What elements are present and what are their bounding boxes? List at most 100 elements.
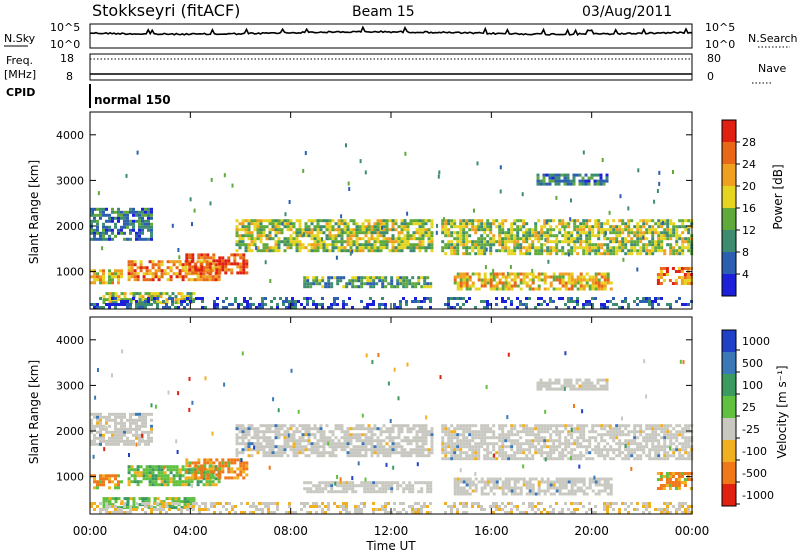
heatmap-cell bbox=[498, 222, 502, 226]
heatmap-cell bbox=[648, 297, 651, 300]
heatmap-cell bbox=[342, 303, 345, 306]
heatmap-cell bbox=[468, 430, 472, 434]
heatmap-cell bbox=[543, 489, 547, 493]
heatmap-cell bbox=[624, 237, 628, 241]
heatmap-cell bbox=[606, 300, 609, 303]
heatmap-cell bbox=[465, 231, 469, 235]
heatmap-cell bbox=[567, 231, 571, 235]
heatmap-cell bbox=[510, 442, 514, 446]
heatmap-cell bbox=[262, 225, 266, 229]
heatmap-cell bbox=[531, 281, 535, 285]
heatmap-cell bbox=[336, 297, 339, 300]
heatmap-cell bbox=[609, 445, 613, 449]
heatmap-cell bbox=[542, 176, 546, 180]
heatmap-cell bbox=[373, 222, 377, 226]
heatmap-cell bbox=[669, 243, 673, 247]
heatmap-cell bbox=[606, 424, 610, 428]
heatmap-cell bbox=[618, 243, 622, 247]
heatmap-cell bbox=[96, 272, 99, 276]
heatmap-cell bbox=[379, 240, 383, 244]
heatmap-cell bbox=[573, 284, 577, 288]
heatmap-cell bbox=[265, 451, 269, 455]
heatmap-cell bbox=[105, 415, 108, 419]
heatmap-cell bbox=[501, 448, 505, 452]
heatmap-cell bbox=[132, 297, 135, 300]
heatmap-cell bbox=[280, 445, 284, 449]
heatmap-cell bbox=[639, 246, 643, 250]
heatmap-cell bbox=[498, 249, 502, 253]
heatmap-cell bbox=[600, 252, 604, 256]
heatmap-cell bbox=[549, 225, 553, 229]
heatmap-cell bbox=[537, 492, 541, 496]
heatmap-cell bbox=[397, 430, 401, 434]
heatmap-cell bbox=[570, 281, 574, 285]
heatmap-cell bbox=[306, 300, 309, 303]
heatmap-cell bbox=[588, 457, 592, 461]
heatmap-cell bbox=[555, 225, 559, 229]
heatmap-cell bbox=[618, 240, 622, 244]
heatmap-cell bbox=[417, 282, 421, 286]
heatmap-cell bbox=[501, 231, 505, 235]
heatmap-cell bbox=[370, 439, 374, 443]
heatmap-cell bbox=[648, 457, 652, 461]
heatmap-cell bbox=[552, 492, 556, 496]
heatmap-cell bbox=[244, 231, 248, 235]
heatmap-cell bbox=[249, 303, 252, 306]
heatmap-cell bbox=[551, 173, 555, 177]
heatmap-cell bbox=[372, 487, 376, 491]
heatmap-cell bbox=[406, 225, 410, 229]
heatmap-cell bbox=[241, 439, 245, 443]
heatmap-cell bbox=[444, 243, 448, 247]
heatmap-cell bbox=[427, 454, 431, 458]
heatmap-cell bbox=[486, 303, 489, 306]
heatmap-cell bbox=[117, 275, 120, 279]
heatmap-cell bbox=[453, 249, 457, 253]
heatmap-cell bbox=[492, 219, 496, 223]
heatmap-cell bbox=[271, 442, 275, 446]
heatmap-cell bbox=[579, 231, 583, 235]
heatmap-cell bbox=[605, 176, 609, 180]
heatmap-cell bbox=[657, 234, 661, 238]
heatmap-cell bbox=[126, 210, 129, 214]
heatmap-cell bbox=[501, 297, 504, 300]
heatmap-cell bbox=[585, 225, 589, 229]
heatmap-cell bbox=[304, 430, 308, 434]
heatmap-cell bbox=[516, 480, 520, 484]
freq-panel-frame bbox=[89, 53, 693, 81]
heatmap-cell bbox=[345, 484, 349, 488]
heatmap-cell bbox=[129, 306, 132, 309]
heatmap-cell bbox=[453, 492, 457, 496]
heatmap-cell bbox=[147, 213, 150, 217]
heatmap-cell bbox=[501, 287, 505, 291]
heatmap-cell bbox=[313, 442, 317, 446]
heatmap-cell bbox=[205, 260, 209, 264]
heatmap-cell bbox=[292, 430, 296, 434]
heatmap-cell bbox=[196, 275, 200, 279]
heatmap-cell bbox=[268, 234, 272, 238]
heatmap-cell bbox=[525, 246, 529, 250]
heatmap-cell bbox=[93, 433, 96, 437]
heatmap-cell bbox=[597, 222, 601, 226]
heatmap-cell bbox=[612, 249, 616, 253]
heatmap-cell bbox=[191, 271, 195, 275]
heatmap-cell bbox=[588, 445, 592, 449]
heatmap-cell bbox=[594, 243, 598, 247]
heatmap-cell bbox=[301, 228, 305, 232]
heatmap-cell bbox=[242, 464, 246, 468]
heatmap-cell bbox=[384, 285, 388, 289]
heatmap-cell bbox=[525, 424, 529, 428]
heatmap-cell bbox=[486, 243, 490, 247]
heatmap-cell bbox=[528, 231, 532, 235]
heatmap-cell bbox=[316, 228, 320, 232]
heatmap-cell bbox=[645, 219, 649, 223]
heatmap-cell bbox=[218, 476, 222, 480]
heatmap-cell bbox=[316, 243, 320, 247]
heatmap-cell bbox=[283, 225, 287, 229]
heatmap-cell bbox=[624, 457, 628, 461]
heatmap-cell bbox=[489, 480, 493, 484]
heatmap-cell bbox=[465, 246, 469, 250]
heatmap-cell bbox=[531, 246, 535, 250]
heatmap-cell bbox=[102, 433, 105, 437]
